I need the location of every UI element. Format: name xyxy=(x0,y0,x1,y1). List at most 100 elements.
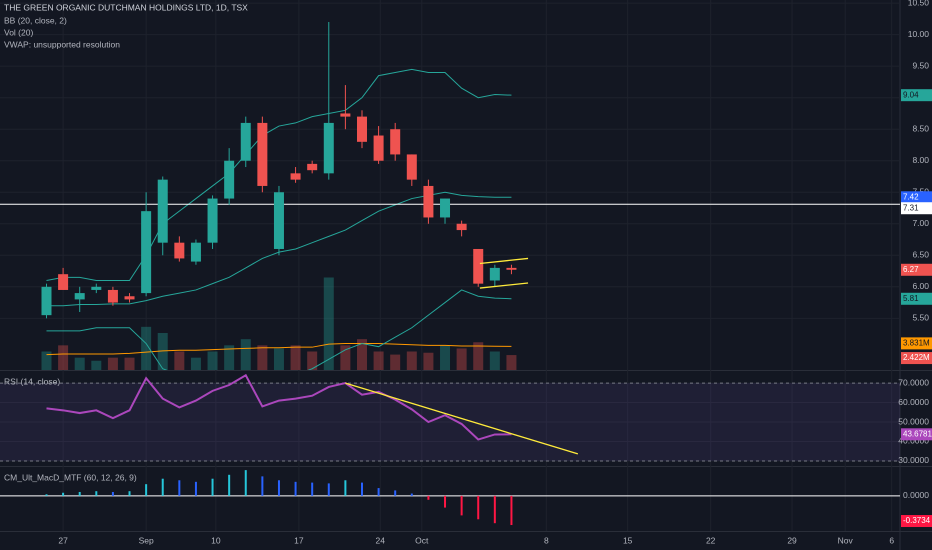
price-tag: 7.42 xyxy=(903,192,919,201)
x-tick-label: Nov xyxy=(838,535,854,545)
candle-body xyxy=(257,122,268,186)
macd-tag-bg xyxy=(901,515,932,528)
x-tick-label: 6 xyxy=(889,535,894,545)
macd-bar xyxy=(510,495,513,526)
y-tick-label: 8.50 xyxy=(912,123,929,133)
volume-ma xyxy=(46,342,512,356)
trend-line xyxy=(479,257,529,265)
volume-bar xyxy=(157,333,168,370)
volume-bar xyxy=(340,345,351,370)
price-tag-bg xyxy=(901,89,932,102)
y-tick-label: 6.50 xyxy=(912,250,929,260)
macd-bar xyxy=(194,481,197,496)
macd-bar xyxy=(360,482,363,496)
volume-bar xyxy=(257,345,268,370)
price-tag: 9.04 xyxy=(903,90,919,99)
volume-bar xyxy=(323,277,334,370)
candle-body xyxy=(190,242,201,262)
volume-bar xyxy=(224,345,235,370)
y-tick-label: 7.00 xyxy=(912,218,929,228)
macd-bar xyxy=(277,480,280,496)
macd-bar xyxy=(244,470,247,496)
volume-bar xyxy=(190,357,201,370)
volume-bar xyxy=(207,351,218,370)
macd-bar xyxy=(78,491,81,496)
volume-bar xyxy=(273,348,284,370)
trend-line xyxy=(345,382,579,455)
candle-body xyxy=(323,122,334,174)
x-tick-label: Sep xyxy=(139,535,154,545)
macd-bar xyxy=(477,495,480,520)
y-tick-label: 50.0000 xyxy=(898,416,929,426)
macd-bar xyxy=(111,491,114,496)
y-tick-label: 10.00 xyxy=(908,29,930,39)
macd-bar xyxy=(377,488,380,496)
price-tag: 6.27 xyxy=(903,265,919,274)
macd-bar xyxy=(45,494,48,496)
candle-body xyxy=(174,242,185,259)
y-tick-label: 0.0000 xyxy=(903,490,929,500)
candle-body xyxy=(124,296,135,300)
pane-title: RSI (14, close) xyxy=(4,376,60,386)
volume-bar xyxy=(456,348,467,370)
volume-bar xyxy=(124,357,135,370)
macd-bar xyxy=(62,492,65,496)
macd-bar xyxy=(95,491,98,496)
volume-bar xyxy=(373,351,384,370)
x-tick-label: 27 xyxy=(58,535,68,545)
candle-body xyxy=(41,286,52,316)
chart-title: THE GREEN ORGANIC DUTCHMAN HOLDINGS LTD,… xyxy=(4,2,248,12)
candle-body xyxy=(74,293,85,300)
y-tick-label: 70.0000 xyxy=(898,377,929,387)
macd-bar xyxy=(344,480,347,496)
price-tag-bg xyxy=(901,263,932,276)
x-tick-label: 8 xyxy=(544,535,549,545)
volume-tag-bg xyxy=(901,352,932,365)
y-tick-label: 9.50 xyxy=(912,60,929,70)
candle-body xyxy=(157,179,168,243)
candle-body xyxy=(506,267,517,270)
macd-bar xyxy=(311,482,314,496)
candle-body xyxy=(423,185,434,218)
volume-bar xyxy=(107,357,118,370)
macd-bar xyxy=(410,493,413,496)
price-tag: 7.31 xyxy=(903,203,919,212)
candle-body xyxy=(141,211,152,294)
x-tick-label: 17 xyxy=(294,535,304,545)
indicator-label: VWAP: unsupported resolution xyxy=(4,39,120,49)
macd-bar xyxy=(261,476,264,496)
candle-body xyxy=(207,198,218,243)
macd-bar xyxy=(444,495,447,508)
candle-body xyxy=(307,163,318,171)
macd-bar xyxy=(211,478,214,496)
price-tag: 5.81 xyxy=(903,294,919,303)
rsi-tag-bg xyxy=(901,428,932,441)
trend-line xyxy=(479,282,529,289)
y-tick-label: 10.50 xyxy=(908,0,930,7)
x-tick-label: 22 xyxy=(706,535,716,545)
candle-body xyxy=(356,116,367,142)
candle-body xyxy=(440,198,451,218)
candle-body xyxy=(107,289,118,303)
volume-bar xyxy=(290,345,301,370)
volume-bar xyxy=(489,351,500,370)
volume-bar xyxy=(41,351,52,370)
rsi-tag: 43.6781 xyxy=(903,429,932,438)
macd-bar xyxy=(327,483,330,496)
macd-bar xyxy=(493,495,496,524)
candle-body xyxy=(456,223,467,231)
candle-body xyxy=(373,135,384,161)
macd-tag: -0.3734 xyxy=(903,516,931,525)
rsi-band xyxy=(0,383,900,461)
candle-body xyxy=(406,154,417,180)
candle-body xyxy=(473,248,484,284)
volume-bar xyxy=(74,357,85,370)
candle-body xyxy=(489,267,500,281)
candle-body xyxy=(390,129,401,155)
x-tick-label: 15 xyxy=(623,535,633,545)
candle-body xyxy=(340,113,351,117)
y-tick-label: 40.0000 xyxy=(898,436,929,446)
volume-bar xyxy=(440,345,451,370)
